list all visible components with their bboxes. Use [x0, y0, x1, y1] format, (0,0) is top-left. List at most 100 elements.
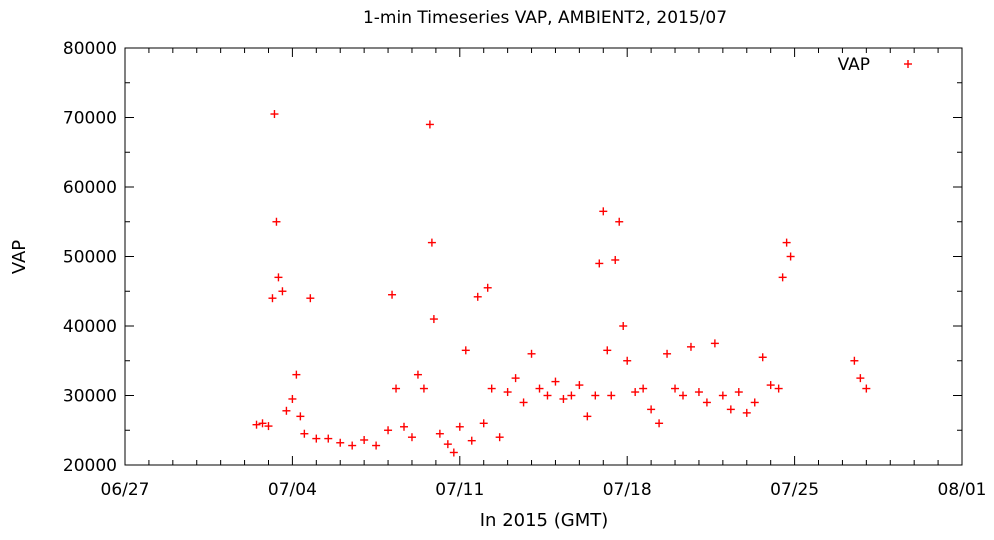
- x-tick-label: 07/18: [603, 480, 652, 500]
- data-point: [663, 349, 672, 358]
- data-point: [742, 408, 751, 417]
- data-point: [324, 434, 333, 443]
- data-point: [591, 391, 600, 400]
- x-axis-label: In 2015 (GMT): [480, 510, 609, 531]
- y-tick-label: 30000: [63, 387, 117, 407]
- data-point: [372, 441, 381, 450]
- data-point: [272, 217, 281, 226]
- data-point: [429, 315, 438, 324]
- y-tick-label: 20000: [63, 456, 117, 476]
- data-point: [535, 384, 544, 393]
- data-point: [599, 207, 608, 216]
- data-point: [282, 406, 291, 415]
- data-point: [710, 339, 719, 348]
- y-tick-label: 40000: [63, 317, 117, 337]
- x-tick-label: 07/11: [435, 480, 484, 500]
- x-tick-label: 07/25: [770, 480, 819, 500]
- data-point: [519, 398, 528, 407]
- data-point: [786, 252, 795, 261]
- data-point: [274, 273, 283, 282]
- data-point: [619, 322, 628, 330]
- data-point: [615, 217, 624, 226]
- data-point: [559, 394, 568, 403]
- data-point: [726, 405, 735, 414]
- data-point: [734, 388, 743, 397]
- data-point: [671, 384, 680, 393]
- data-point: [296, 412, 305, 421]
- data-point: [264, 422, 273, 431]
- data-point: [639, 384, 648, 393]
- data-points: [252, 110, 871, 457]
- data-point: [702, 398, 711, 407]
- y-tick-label: 60000: [63, 178, 117, 198]
- legend: VAP: [838, 55, 912, 75]
- data-point: [778, 273, 787, 282]
- data-point: [686, 342, 695, 351]
- data-point: [360, 435, 369, 444]
- legend-marker-plus: [904, 60, 912, 68]
- data-point: [278, 287, 287, 296]
- data-point: [461, 346, 470, 355]
- data-point: [348, 441, 357, 450]
- data-point: [392, 384, 401, 393]
- x-tick-labels: 06/27 07/04 07/11 07/18 07/25 08/01: [101, 480, 987, 500]
- data-point: [252, 420, 261, 429]
- data-point: [467, 436, 476, 445]
- data-point: [400, 422, 408, 431]
- data-point: [503, 388, 512, 397]
- legend-label: VAP: [838, 55, 870, 75]
- data-point: [758, 353, 767, 362]
- y-axis-label: VAP: [9, 240, 30, 274]
- data-point: [543, 391, 552, 400]
- data-point: [679, 391, 687, 400]
- data-point: [511, 374, 520, 383]
- data-point: [312, 434, 321, 443]
- data-point: [292, 370, 301, 379]
- data-point: [435, 429, 444, 438]
- x-tick-label: 06/27: [101, 480, 150, 500]
- data-point: [425, 120, 434, 129]
- data-point: [603, 346, 612, 355]
- plot-frame: [124, 47, 963, 466]
- x-tick-label: 07/04: [268, 480, 317, 500]
- chart-title: 1-min Timeseries VAP, AMBIENT2, 2015/07: [363, 8, 727, 28]
- data-point: [407, 433, 416, 442]
- data-point: [487, 384, 496, 393]
- data-point: [413, 370, 422, 379]
- data-point: [483, 283, 492, 292]
- data-point: [750, 398, 759, 407]
- data-point: [774, 384, 783, 393]
- data-point: [306, 294, 315, 303]
- y-tick-label: 80000: [63, 39, 117, 59]
- data-point: [336, 438, 345, 447]
- data-point: [551, 377, 560, 386]
- data-point: [862, 384, 871, 393]
- data-point: [427, 238, 436, 247]
- y-tick-label: 70000: [63, 109, 117, 129]
- data-point: [631, 388, 640, 397]
- data-point: [718, 391, 727, 400]
- data-point: [856, 374, 865, 383]
- data-point: [607, 391, 616, 400]
- axis-ticks: [124, 47, 963, 466]
- data-point: [419, 384, 428, 393]
- data-point: [850, 356, 859, 365]
- data-point: [527, 349, 536, 358]
- data-point: [766, 381, 775, 390]
- data-point: [567, 391, 576, 400]
- data-point: [473, 292, 482, 301]
- data-point: [449, 448, 458, 457]
- data-point: [288, 394, 297, 403]
- data-point: [495, 433, 504, 442]
- data-point: [479, 419, 488, 428]
- data-point: [623, 356, 632, 365]
- data-point: [443, 440, 452, 449]
- y-tick-label: 50000: [63, 248, 117, 268]
- data-point: [782, 238, 791, 247]
- data-point: [583, 412, 592, 421]
- data-point: [270, 110, 279, 119]
- data-point: [647, 405, 656, 414]
- x-tick-label: 08/01: [938, 480, 987, 500]
- data-point: [655, 419, 664, 428]
- data-point: [300, 429, 309, 438]
